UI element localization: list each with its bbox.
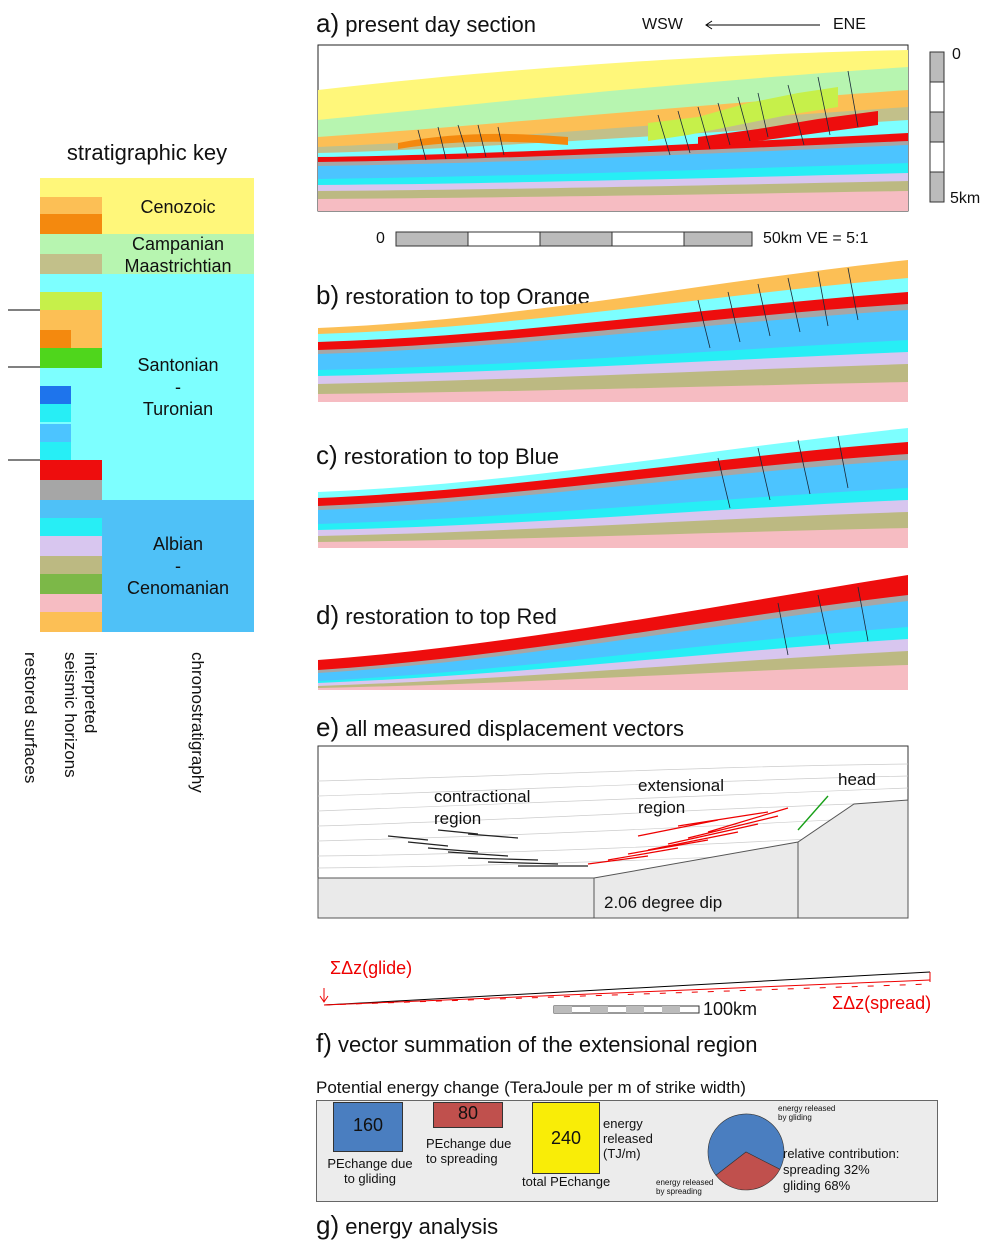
swatch [40,330,71,348]
contribution-spreading: spreading 32% [783,1162,870,1177]
swatch [40,197,71,214]
panel-g-title: g) energy analysis [316,1210,499,1240]
spreading-box [433,1102,503,1128]
swatch [40,574,102,594]
swatch [40,460,102,480]
swatch [40,348,71,368]
panel-b-title: b) restoration to top Orange [316,280,590,310]
period-cenozoic: Cenozoic [140,197,216,217]
pie-gliding-label: energy released by gliding [778,1104,836,1122]
horizontal-scale [395,231,753,247]
swatch [40,480,102,500]
horiz-scale-end: 50km VE = 5:1 [763,230,869,247]
energy-heading: Potential energy change (TeraJoule per m… [316,1078,746,1097]
gliding-label: PEchange due to gliding [327,1156,413,1186]
swatch [40,292,71,310]
swatch [40,518,102,536]
pie-spreading-label: energy released by spreading [656,1178,714,1196]
swatch [40,386,71,404]
swatch [71,254,102,274]
swatch [40,594,102,612]
direction-ene: ENE [833,16,866,33]
column-chronostratigraphy: chronostratigraphy [188,652,207,793]
vector-summation [319,971,931,1006]
restoration-blue [318,428,908,548]
depth-scale-top: 0 [952,46,961,63]
total-value: 240 [550,1128,582,1148]
spread-label: ΣΔz(spread) [832,993,932,1013]
panel-a-title: a) present day section [316,8,537,38]
present-day-section [317,44,909,212]
period-campanian: Campanian Maastrichtian [124,234,232,276]
swatch [40,442,71,460]
swatch [40,214,71,234]
swatch [40,404,71,422]
swatch [71,348,102,368]
contribution-gliding: gliding 68% [783,1178,851,1193]
panel-e-title: e) all measured displacement vectors [316,712,684,742]
glide-label: ΣΔz(glide) [330,958,413,978]
panel-f-title: f) vector summation of the extensional r… [316,1028,758,1058]
gliding-box [333,1102,403,1152]
panel-c-title: c) restoration to top Blue [316,440,560,470]
gliding-value: 160 [352,1115,384,1135]
dip-label: 2.06 degree dip [604,893,723,912]
panel-d-title: d) restoration to top Red [316,600,557,630]
contribution-title: relative contribution: [783,1146,900,1161]
spreading-label: PEchange due to spreading [426,1136,512,1166]
swatch [71,310,102,348]
swatch [40,536,102,556]
f-scale-bar [553,1005,700,1014]
direction-arrow [705,20,820,30]
column-restored-surfaces: restored surfaces [21,652,40,784]
swatch [71,292,102,310]
restoration-orange [318,260,908,402]
depth-scale [929,51,945,203]
depth-scale-bottom: 5km [950,190,981,207]
contractional-label: contractional region [434,787,531,828]
pie-slice-gliding [707,1113,785,1176]
swatch [40,254,71,274]
extensional-label: extensional region [638,776,725,817]
swatch [71,197,102,214]
swatch [40,310,71,330]
head-label: head [838,770,876,789]
period-santonian: Santonian - Turonian [137,355,219,419]
released-label: energy released (TJ/m) [603,1116,653,1161]
swatch [40,612,102,632]
direction-wsw: WSW [642,16,683,33]
column-seismic-horizons: interpreted seismic horizons [61,652,100,778]
period-albian: Albian - Cenomanian [126,534,230,598]
pie-slice-spreading [715,1151,781,1191]
stratigraphic-key-title: stratigraphic key [66,140,228,165]
total-box [532,1102,600,1174]
f-scale-label: 100km [703,999,758,1019]
displacement-vectors [317,745,909,919]
contribution-pie [707,1113,785,1191]
energy-panel [316,1100,938,1202]
total-label: total PEchange [522,1174,611,1189]
restoration-red [318,575,908,690]
spreading-value: 80 [457,1103,479,1123]
horiz-scale-start: 0 [376,230,385,247]
swatch [40,424,71,442]
swatch [71,214,102,234]
swatch [40,556,102,574]
